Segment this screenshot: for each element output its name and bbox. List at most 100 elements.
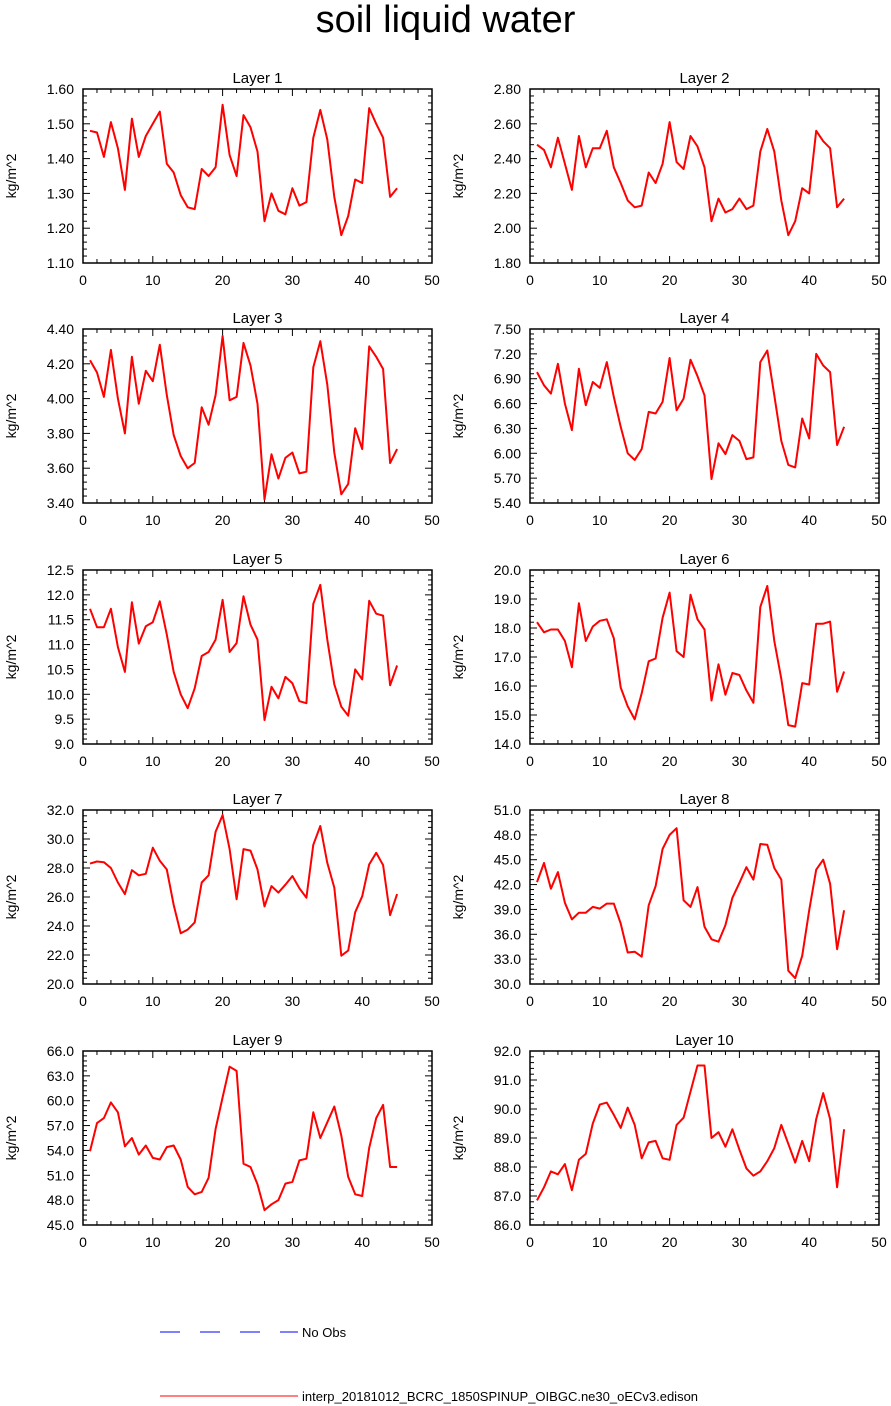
main-title: soil liquid water <box>315 0 576 41</box>
chart-title: Layer 5 <box>232 551 282 568</box>
y-tick-label: 19.0 <box>494 591 521 607</box>
chart-title: Layer 1 <box>232 70 282 87</box>
y-tick-label: 1.60 <box>47 81 74 97</box>
x-tick-label: 40 <box>354 993 370 1009</box>
y-tick-label: 11.0 <box>48 637 74 653</box>
y-tick-label: 86.0 <box>494 1217 521 1233</box>
x-tick-label: 0 <box>79 272 87 288</box>
x-tick-label: 20 <box>662 1234 678 1250</box>
x-tick-label: 30 <box>285 753 301 769</box>
chart-panels: Layer 1 kg/m^2 0 10 20 30 40 50 1.10 1.20 1.30 1.40… <box>3 70 887 1250</box>
x-tick-label: 20 <box>215 1234 231 1250</box>
plot-frame <box>529 809 880 985</box>
y-tick-label: 20.0 <box>47 976 74 992</box>
x-tick-label: 20 <box>215 993 231 1009</box>
y-tick-label: 6.90 <box>494 371 521 387</box>
x-tick-label: 0 <box>526 753 534 769</box>
y-axis-label: kg/m^2 <box>450 393 466 438</box>
y-tick-label: 24.0 <box>47 918 74 934</box>
y-axis-label: kg/m^2 <box>3 153 19 198</box>
x-tick-label: 50 <box>424 753 440 769</box>
y-tick-label: 2.60 <box>494 116 521 132</box>
x-tick-label: 20 <box>662 753 678 769</box>
chart-title: Layer 10 <box>675 1032 733 1049</box>
chart-panel-6: Layer 6 kg/m^2 0 10 20 30 40 50 14.0 15.0 16.0 17.0… <box>450 551 887 769</box>
y-tick-label: 4.00 <box>47 391 74 407</box>
x-tick-label: 10 <box>145 512 161 528</box>
x-tick-label: 10 <box>145 1234 161 1250</box>
x-tick-label: 20 <box>215 272 231 288</box>
chart-title: Layer 6 <box>679 551 729 568</box>
series-line <box>89 103 398 237</box>
x-tick-label: 0 <box>526 272 534 288</box>
y-tick-label: 39.0 <box>494 901 521 917</box>
x-tick-label: 40 <box>801 993 817 1009</box>
y-tick-label: 48.0 <box>494 827 521 843</box>
x-tick-label: 40 <box>801 1234 817 1250</box>
x-tick-label: 20 <box>215 512 231 528</box>
x-tick-label: 10 <box>592 1234 608 1250</box>
y-tick-label: 3.60 <box>47 460 74 476</box>
y-axis-label: kg/m^2 <box>450 634 466 679</box>
chart-panel-4: Layer 4 kg/m^2 0 10 20 30 40 50 5.40 5.70 6.00 6.30… <box>450 310 887 528</box>
x-tick-label: 50 <box>424 512 440 528</box>
y-tick-label: 28.0 <box>47 860 74 876</box>
y-tick-label: 2.00 <box>494 220 521 236</box>
y-tick-label: 26.0 <box>47 889 74 905</box>
y-tick-label: 2.20 <box>494 185 521 201</box>
x-tick-label: 40 <box>801 272 817 288</box>
y-tick-label: 3.80 <box>47 425 74 441</box>
series-line <box>536 349 846 480</box>
chart-title: Layer 3 <box>232 310 282 327</box>
x-tick-label: 0 <box>79 512 87 528</box>
y-axis-label: kg/m^2 <box>3 634 19 679</box>
y-tick-label: 5.70 <box>494 470 521 486</box>
x-tick-label: 20 <box>662 993 678 1009</box>
x-tick-label: 40 <box>354 1234 370 1250</box>
y-tick-label: 9.0 <box>55 736 75 752</box>
x-tick-label: 50 <box>871 512 887 528</box>
chart-panel-1: Layer 1 kg/m^2 0 10 20 30 40 50 1.10 1.20 1.30 1.40… <box>3 70 440 288</box>
y-tick-label: 7.20 <box>494 346 521 362</box>
x-tick-label: 30 <box>732 272 748 288</box>
x-tick-label: 0 <box>526 993 534 1009</box>
x-tick-label: 50 <box>424 993 440 1009</box>
y-tick-label: 11.5 <box>48 612 74 628</box>
x-tick-label: 50 <box>424 272 440 288</box>
y-tick-label: 45.0 <box>47 1217 74 1233</box>
x-tick-label: 50 <box>871 272 887 288</box>
y-tick-label: 12.0 <box>47 587 74 603</box>
x-tick-label: 30 <box>285 272 301 288</box>
y-tick-label: 33.0 <box>494 951 521 967</box>
y-tick-label: 66.0 <box>47 1043 74 1059</box>
y-tick-label: 57.0 <box>47 1118 74 1134</box>
y-tick-label: 6.00 <box>494 445 521 461</box>
y-tick-label: 7.50 <box>494 321 521 337</box>
y-tick-label: 63.0 <box>47 1068 74 1084</box>
series-line <box>89 583 399 722</box>
plot-frame <box>82 1050 433 1226</box>
chart-title: Layer 8 <box>679 791 729 808</box>
chart-panel-7: Layer 7 kg/m^2 0 10 20 30 40 50 20.0 22.0 24.0 26.0… <box>3 791 440 1009</box>
series-line <box>536 121 845 237</box>
y-axis-label: kg/m^2 <box>450 1115 466 1160</box>
y-axis-label: kg/m^2 <box>3 393 19 438</box>
legend-obs-label: No Obs <box>302 1325 347 1340</box>
x-tick-label: 10 <box>145 272 161 288</box>
series-line <box>89 814 399 957</box>
x-tick-label: 40 <box>801 753 817 769</box>
x-tick-label: 30 <box>732 993 748 1009</box>
plot-frame <box>529 569 880 745</box>
x-tick-label: 20 <box>662 512 678 528</box>
y-tick-label: 3.40 <box>47 495 74 511</box>
y-tick-label: 2.40 <box>494 151 521 167</box>
y-tick-label: 18.0 <box>494 620 521 636</box>
legend-model-label: interp_20181012_BCRC_1850SPINUP_OIBGC.ne… <box>302 1389 699 1404</box>
chart-panel-10: Layer 10 kg/m^2 0 10 20 30 40 50 86.0 87.0 88.0 89.… <box>450 1032 887 1250</box>
y-tick-label: 60.0 <box>47 1093 74 1109</box>
plot-frame <box>82 809 433 985</box>
x-tick-label: 30 <box>732 512 748 528</box>
x-tick-label: 40 <box>354 753 370 769</box>
plot-frame <box>529 1050 880 1226</box>
